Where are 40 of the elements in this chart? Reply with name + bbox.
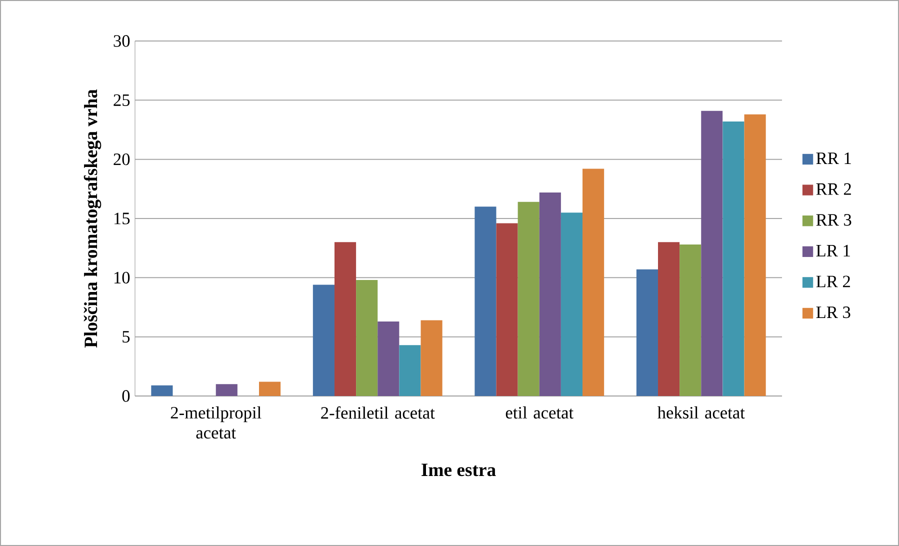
y-tick-label: 20 <box>114 153 130 166</box>
bar <box>658 242 680 396</box>
bar <box>518 202 540 396</box>
y-tick-label: 0 <box>122 390 130 402</box>
bar <box>334 242 356 396</box>
bar <box>582 168 604 396</box>
bar <box>399 345 421 396</box>
y-tick-label: 25 <box>114 94 130 106</box>
x-tick-label: 2-feniletil acetat <box>321 406 435 419</box>
bar <box>356 280 378 396</box>
legend-label: RR 2 <box>816 183 851 195</box>
x-tick-label: etil acetat <box>506 406 574 419</box>
y-tick-label: 15 <box>114 212 130 224</box>
legend-label: RR 3 <box>816 214 852 226</box>
bar <box>474 206 496 396</box>
y-tick-label: 5 <box>122 331 130 343</box>
x-tick-label: heksil acetat <box>658 406 745 419</box>
x-axis-title: Ime estra <box>422 464 496 476</box>
bar <box>560 212 583 396</box>
bar <box>636 269 658 396</box>
bar <box>259 382 281 396</box>
legend-label: LR 3 <box>816 306 850 318</box>
bar <box>312 284 334 396</box>
bar <box>151 385 173 396</box>
legend-label: RR 1 <box>816 152 851 164</box>
bar <box>378 321 400 396</box>
bar <box>744 114 766 396</box>
bar <box>216 384 238 396</box>
y-tick-label: 30 <box>114 35 130 47</box>
bar <box>539 192 561 396</box>
x-tick-label: 2-metilpropil acetat <box>170 406 262 439</box>
bar <box>680 244 702 396</box>
bar <box>496 223 518 396</box>
legend-label: LR 1 <box>816 244 850 256</box>
bar <box>701 110 723 396</box>
y-tick-label: 10 <box>114 272 130 284</box>
bar <box>420 320 442 396</box>
y-axis-title: Ploščina kromatografskega vrha <box>84 89 102 348</box>
legend-label: LR 2 <box>816 276 850 288</box>
bar <box>722 121 744 396</box>
